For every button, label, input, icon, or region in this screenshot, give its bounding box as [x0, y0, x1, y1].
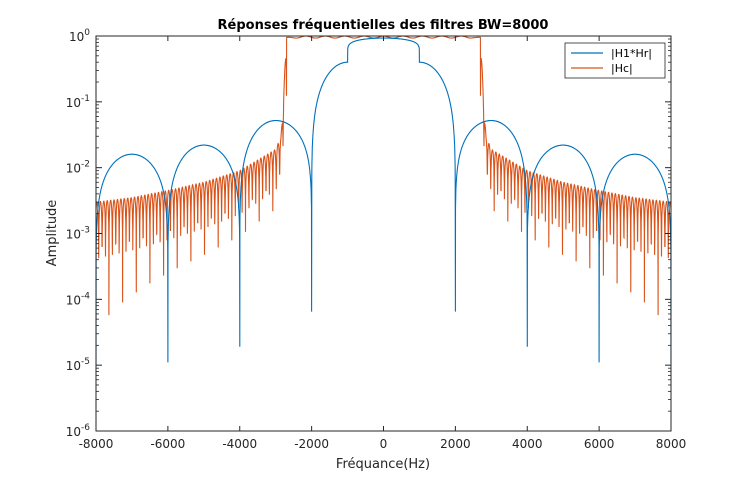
x-axis-title: Fréquance(Hz)	[336, 457, 430, 472]
y-tick-label: 100	[69, 28, 90, 44]
series-hc-line	[96, 36, 671, 316]
chart-title: Réponses fréquentielles des filtres BW=8…	[218, 18, 549, 33]
x-tick-label: -2000	[294, 437, 329, 451]
y-tick-label: 10-4	[66, 291, 91, 307]
x-tick-label: 6000	[584, 437, 615, 451]
x-tick-label: -4000	[222, 437, 257, 451]
plot-area: -8000 -6000 -4000 -2000 0 2000 4000 6000 8000 10-…	[66, 28, 687, 451]
ticks-layer: -8000 -6000 -4000 -2000 0 2000 4000 6000 8000 10-…	[66, 28, 687, 451]
legend-box	[564, 42, 666, 79]
y-tick-label: 10-3	[66, 226, 90, 242]
axes-background	[96, 36, 671, 431]
legend-label-hc: |Hc|	[611, 62, 633, 75]
y-axis-title: Amplitude	[45, 200, 60, 267]
x-tick-label: -6000	[150, 437, 185, 451]
x-tick-label: 8000	[656, 437, 687, 451]
x-tick-label: -8000	[79, 437, 114, 451]
x-tick-label: 0	[380, 437, 388, 451]
y-tick-label: 10-5	[66, 357, 90, 373]
legend: |H1*Hr| |Hc|	[564, 42, 666, 79]
x-tick-label: 4000	[512, 437, 543, 451]
y-tick-label: 10-1	[66, 94, 90, 110]
x-tick-label: 2000	[440, 437, 471, 451]
y-tick-label: 10-2	[66, 160, 90, 176]
legend-label-h1hr: |H1*Hr|	[611, 47, 652, 60]
y-tick-label: 10-6	[66, 423, 91, 439]
